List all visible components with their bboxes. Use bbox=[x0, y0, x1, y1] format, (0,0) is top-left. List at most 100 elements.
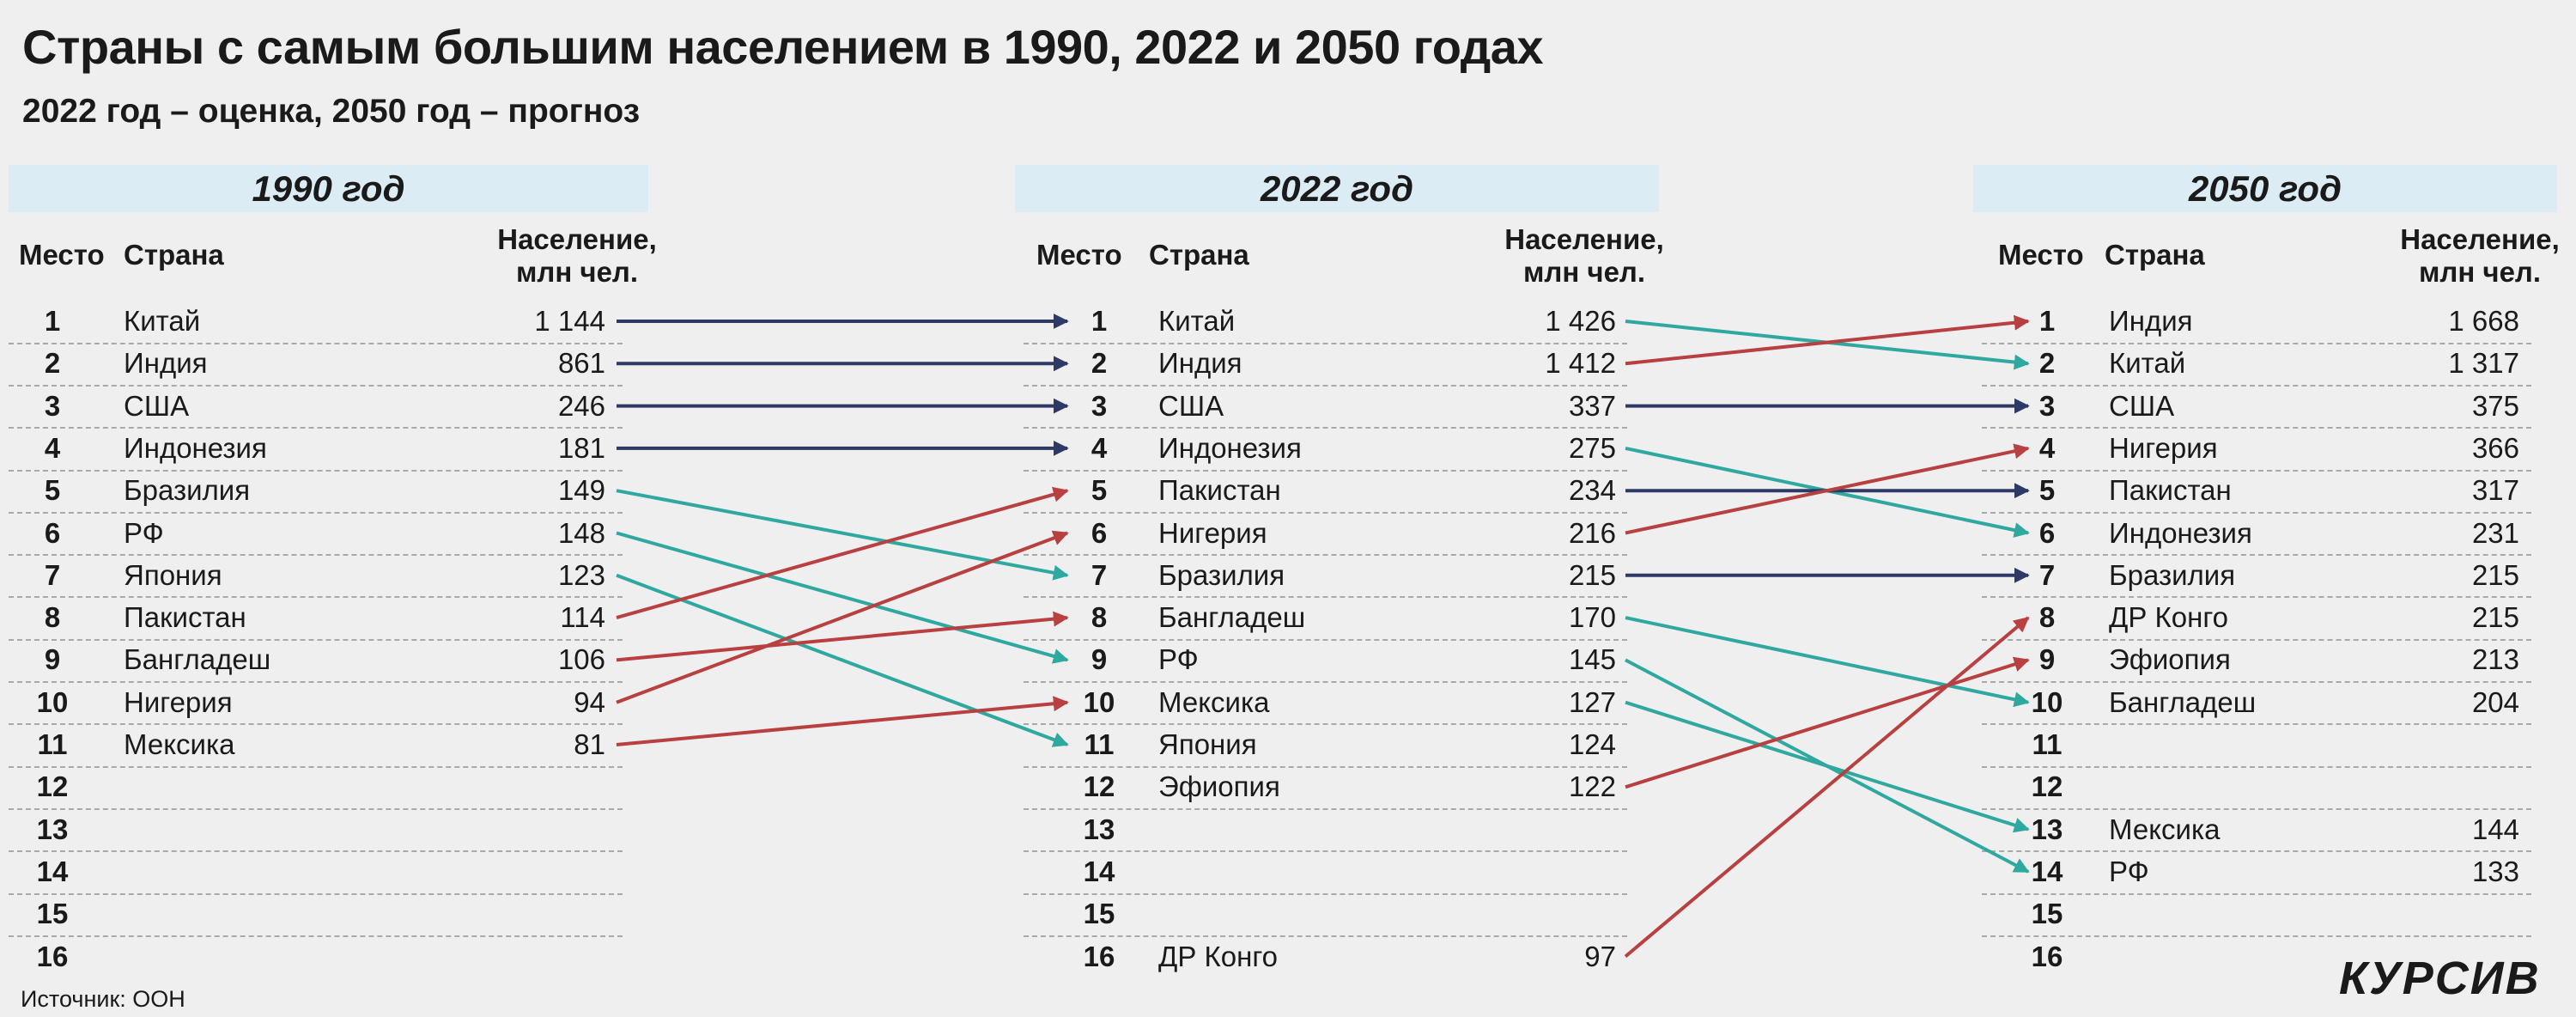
country-name: Бразилия bbox=[124, 474, 251, 507]
rank-number: 1 bbox=[44, 305, 61, 337]
row-separator bbox=[1982, 554, 2531, 557]
population-value: 144 bbox=[2471, 813, 2519, 845]
population-header-2050: Население, млн чел. bbox=[2377, 223, 2576, 289]
country-name: Индонезия bbox=[124, 431, 267, 464]
country-name: Бангладеш bbox=[124, 643, 271, 676]
population-value: 231 bbox=[2471, 516, 2519, 549]
row-separator bbox=[1982, 807, 2531, 810]
row-separator bbox=[1024, 638, 1627, 641]
population-header-line2: млн чел. bbox=[515, 256, 639, 288]
country-name: Нигерия bbox=[1158, 516, 1267, 549]
rank-number: 6 bbox=[44, 516, 61, 549]
row-separator bbox=[1024, 935, 1627, 937]
rank-number: 5 bbox=[1091, 474, 1108, 507]
population-header-2022: Население, млн чел. bbox=[1481, 223, 1687, 289]
rank-number: 15 bbox=[1083, 898, 1115, 930]
country-name: Мексика bbox=[124, 728, 235, 760]
rank-number: 10 bbox=[36, 685, 69, 718]
rank-number: 4 bbox=[44, 431, 61, 464]
population-value: 1 144 bbox=[534, 305, 605, 337]
row-separator bbox=[9, 850, 623, 853]
population-value: 215 bbox=[2471, 558, 2519, 591]
population-value: 148 bbox=[557, 516, 605, 549]
rank-number: 11 bbox=[1084, 728, 1115, 760]
row-separator bbox=[9, 681, 623, 684]
country-name: Индия bbox=[2109, 305, 2193, 337]
population-value: 81 bbox=[574, 728, 605, 760]
row-separator bbox=[1982, 469, 2531, 472]
country-name: Бангладеш bbox=[1158, 601, 1306, 634]
country-name: Бразилия bbox=[2109, 558, 2236, 591]
row-separator bbox=[9, 427, 623, 429]
country-header-1990: Страна bbox=[124, 239, 224, 271]
rank-number: 7 bbox=[1091, 558, 1108, 591]
rank-arrow-dropped bbox=[616, 531, 1069, 664]
population-value: 170 bbox=[1568, 601, 1616, 634]
rank-number: 11 bbox=[2032, 728, 2063, 760]
rank-number: 6 bbox=[2038, 516, 2056, 549]
rank-number: 10 bbox=[1083, 685, 1115, 718]
rank-arrow-rose bbox=[616, 696, 1069, 746]
rank-number: 7 bbox=[44, 558, 61, 591]
year-1990-header: 1990 год bbox=[9, 165, 648, 212]
population-value: 1 668 bbox=[2448, 305, 2519, 337]
population-value: 94 bbox=[574, 685, 605, 718]
population-header-line2: млн чел. bbox=[1522, 256, 1646, 288]
row-separator bbox=[1982, 935, 2531, 937]
row-separator bbox=[1982, 511, 2531, 514]
population-value: 149 bbox=[557, 474, 605, 507]
country-name: Пакистан bbox=[1158, 474, 1281, 507]
country-header-2022: Страна bbox=[1149, 239, 1249, 271]
population-value: 366 bbox=[2471, 431, 2519, 464]
row-separator bbox=[1982, 384, 2531, 387]
population-header-1990: Население, млн чел. bbox=[474, 223, 680, 289]
rank-number: 16 bbox=[1083, 940, 1115, 972]
rank-number: 8 bbox=[44, 601, 61, 634]
rank-header-2050: Место bbox=[1998, 239, 2084, 271]
country-name: Нигерия bbox=[2109, 431, 2218, 464]
country-name: РФ bbox=[124, 516, 164, 549]
population-value: 106 bbox=[557, 643, 605, 676]
rank-arrow-rose bbox=[1624, 616, 2030, 959]
row-separator bbox=[1024, 681, 1627, 684]
rank-number: 5 bbox=[2038, 474, 2056, 507]
row-separator bbox=[9, 554, 623, 557]
rank-number: 12 bbox=[1083, 770, 1115, 803]
country-name: Китай bbox=[1158, 305, 1236, 337]
population-header-line2: млн чел. bbox=[2418, 256, 2542, 288]
population-value: 215 bbox=[1568, 558, 1616, 591]
rank-number: 9 bbox=[1091, 643, 1108, 676]
population-value: 275 bbox=[1568, 431, 1616, 464]
rank-number: 2 bbox=[1091, 347, 1108, 380]
row-separator bbox=[1982, 892, 2531, 895]
rank-header-2022: Место bbox=[1036, 239, 1122, 271]
rank-number: 10 bbox=[2031, 685, 2063, 718]
population-value: 246 bbox=[557, 389, 605, 422]
rank-arrow-dropped bbox=[1625, 700, 2030, 833]
rank-number: 7 bbox=[2038, 558, 2056, 591]
rank-number: 5 bbox=[44, 474, 61, 507]
rank-header-1990: Место bbox=[19, 239, 105, 271]
row-separator bbox=[1024, 850, 1627, 853]
source-note: Источник: ООН bbox=[21, 986, 185, 1012]
rank-number: 13 bbox=[2031, 813, 2063, 845]
country-name: Нигерия bbox=[124, 685, 233, 718]
rank-number: 13 bbox=[1083, 813, 1115, 845]
country-name: Индия bbox=[1158, 347, 1242, 380]
population-value: 234 bbox=[1568, 474, 1616, 507]
population-value: 1 317 bbox=[2448, 347, 2519, 380]
population-header-line1: Население, bbox=[497, 223, 657, 255]
row-separator bbox=[1024, 511, 1627, 514]
rank-number: 4 bbox=[1091, 431, 1108, 464]
rank-arrow-rose bbox=[616, 611, 1069, 662]
country-name: Индонезия bbox=[2109, 516, 2252, 549]
year-2050-header: 2050 год bbox=[1973, 165, 2557, 212]
population-value: 133 bbox=[2471, 855, 2519, 887]
row-separator bbox=[9, 638, 623, 641]
rank-arrow-rose bbox=[1625, 314, 2030, 366]
row-separator bbox=[9, 935, 623, 937]
country-name: США bbox=[2109, 389, 2175, 422]
rank-number: 6 bbox=[1091, 516, 1108, 549]
population-value: 216 bbox=[1568, 516, 1616, 549]
country-name: Эфиопия bbox=[2109, 643, 2231, 676]
